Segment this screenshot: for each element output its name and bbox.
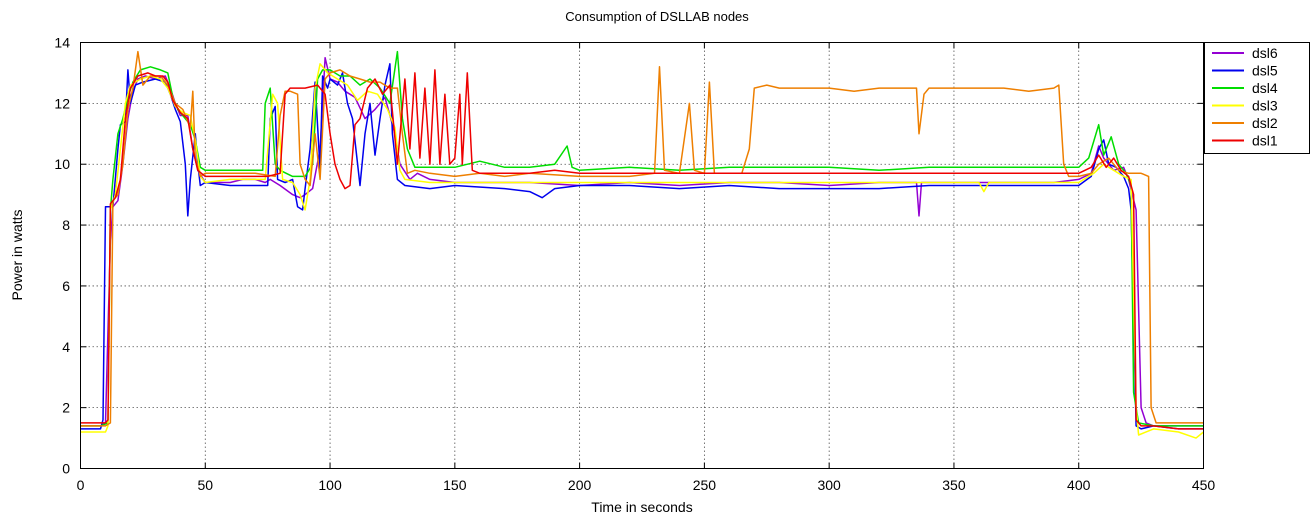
x-tick-label: 250 — [693, 477, 717, 493]
y-tick-label: 2 — [62, 400, 70, 416]
chart-title: Consumption of DSLLAB nodes — [565, 9, 749, 24]
grid — [80, 42, 1204, 469]
legend-label-dsl2: dsl2 — [1252, 115, 1278, 131]
plot-frame — [80, 42, 1204, 469]
x-axis-ticks: 0 50 100 150 200 250 300 350 400 450 — [77, 42, 1216, 493]
legend-label-dsl1: dsl1 — [1252, 133, 1278, 149]
series-line-dsl1 — [80, 69, 1204, 430]
legend-label-dsl6: dsl6 — [1252, 45, 1278, 61]
x-tick-label: 200 — [568, 477, 592, 493]
legend-label-dsl4: dsl4 — [1252, 80, 1278, 96]
x-tick-label: 350 — [942, 477, 966, 493]
x-tick-label: 300 — [817, 477, 841, 493]
series-line-dsl6 — [80, 56, 1204, 427]
y-tick-label: 14 — [54, 35, 70, 51]
y-axis-label: Power in watts — [9, 209, 25, 300]
legend-label-dsl3: dsl3 — [1252, 98, 1278, 114]
x-tick-label: 450 — [1192, 477, 1216, 493]
y-tick-label: 10 — [54, 156, 70, 172]
y-tick-label: 4 — [62, 339, 70, 355]
series-line-dsl2 — [80, 50, 1204, 427]
legend-label-dsl5: dsl5 — [1252, 63, 1278, 79]
y-tick-label: 12 — [54, 95, 70, 111]
y-axis-ticks: 0 2 4 6 8 10 12 14 — [54, 35, 1204, 477]
x-tick-label: 400 — [1067, 477, 1091, 493]
x-axis-label: Time in seconds — [591, 499, 692, 515]
x-tick-label: 50 — [197, 477, 213, 493]
y-tick-label: 0 — [62, 461, 70, 477]
x-tick-label: 100 — [318, 477, 342, 493]
series-line-dsl5 — [80, 63, 1204, 430]
legend-box — [1204, 42, 1310, 154]
y-tick-label: 8 — [62, 217, 70, 233]
x-tick-label: 0 — [77, 477, 85, 493]
series-line-dsl3 — [80, 63, 1204, 439]
x-tick-label: 150 — [443, 477, 467, 493]
y-tick-label: 6 — [62, 278, 70, 294]
series-line-dsl4 — [80, 50, 1204, 427]
series-lines — [80, 50, 1204, 439]
